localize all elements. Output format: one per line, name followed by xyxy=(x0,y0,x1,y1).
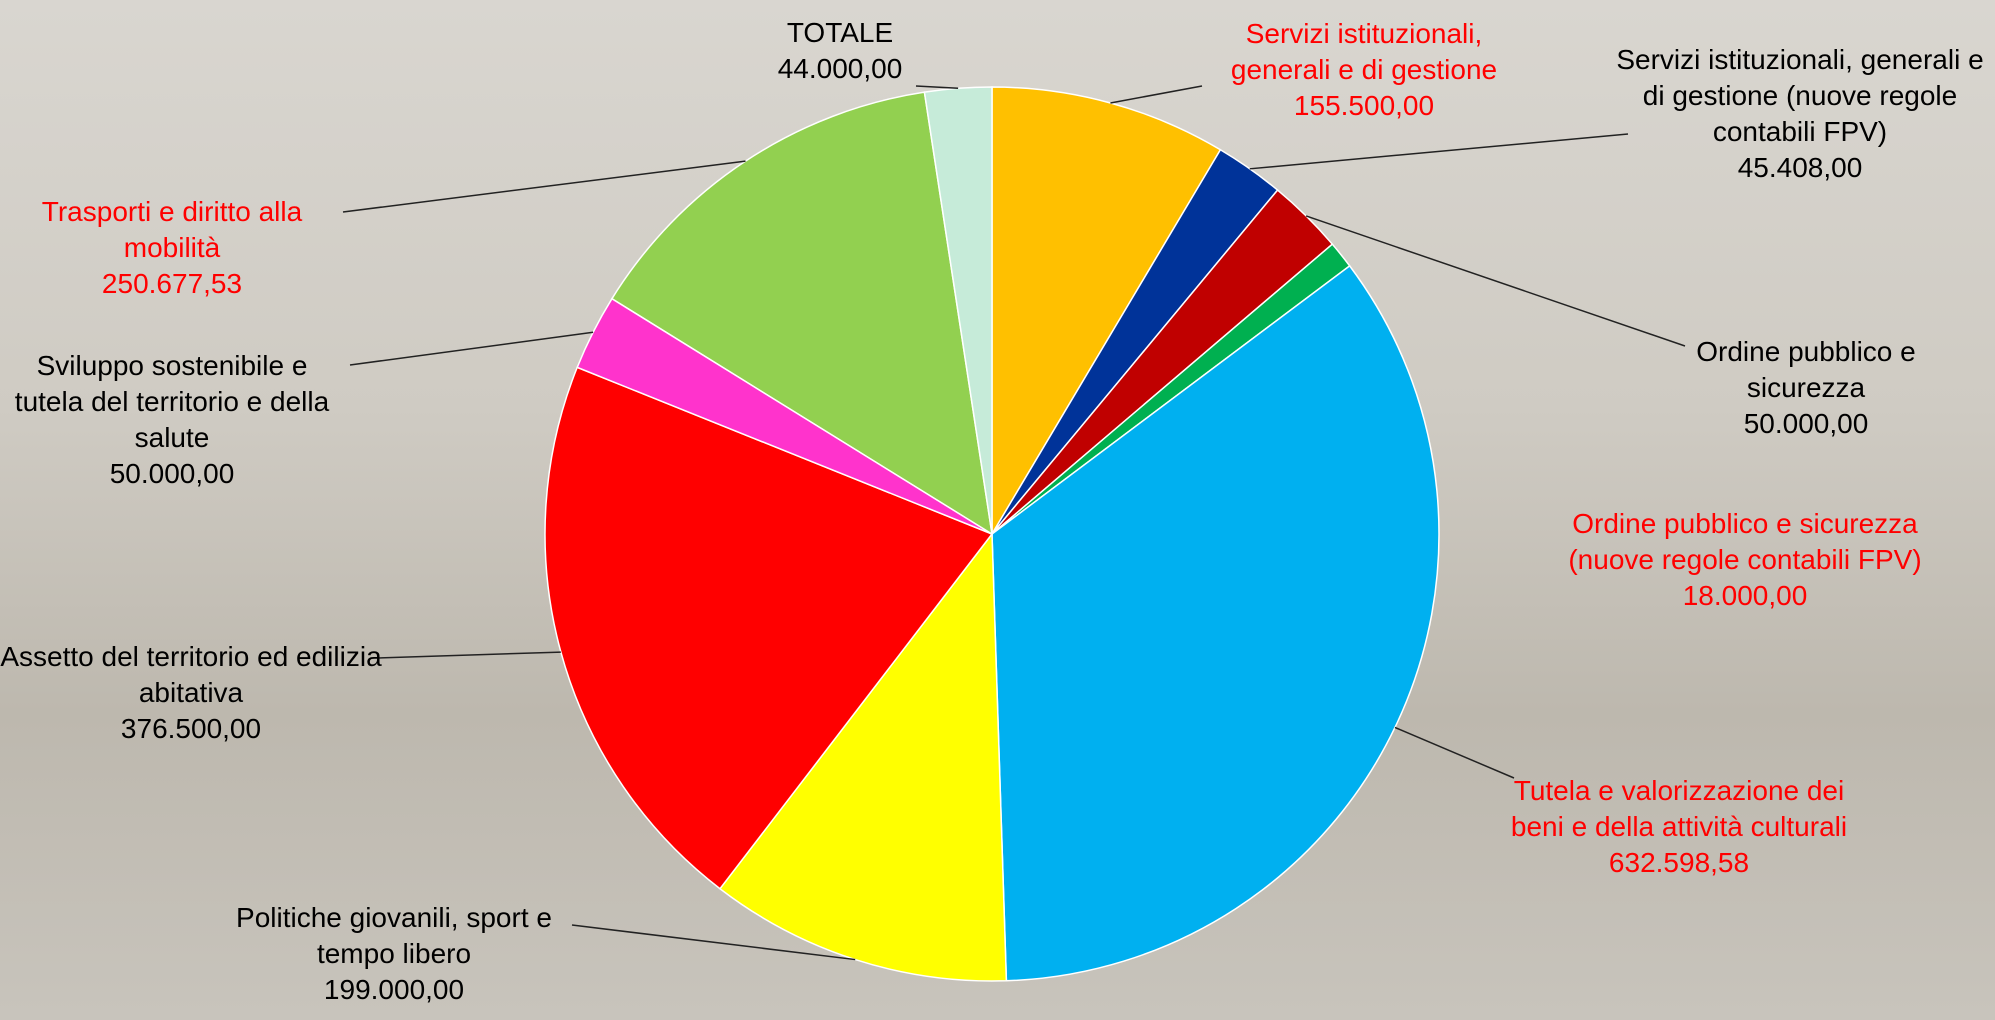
slice-value: 632.598,58 xyxy=(1608,847,1750,878)
slice-label: Politiche giovanili, sport e tempo liber… xyxy=(199,900,589,1008)
slice-value: 18.000,00 xyxy=(1682,580,1808,611)
slice-label: Sviluppo sostenibile e tutela del territ… xyxy=(2,348,342,492)
slice-label: Ordine pubblico e sicurezza (nuove regol… xyxy=(1550,506,1940,614)
slice-value: 44.000,00 xyxy=(777,53,903,84)
slice-value: 250.677,53 xyxy=(101,268,243,299)
leader-line xyxy=(915,85,959,90)
leader-line xyxy=(1305,215,1686,347)
slice-label: Servizi istituzionali, generali e di ges… xyxy=(1615,42,1985,186)
slice-name: Tutela e valorizzazione dei beni e della… xyxy=(1510,775,1848,842)
leader-line xyxy=(377,651,561,659)
slice-name: Servizi istituzionali, generali e di ges… xyxy=(1230,18,1498,85)
slice-value: 199.000,00 xyxy=(323,974,465,1005)
leader-line xyxy=(571,924,856,961)
slice-value: 50.000,00 xyxy=(1743,408,1869,439)
slice-label: Ordine pubblico e sicurezza 50.000,00 xyxy=(1671,334,1941,442)
leader-line xyxy=(1394,726,1515,779)
leader-line xyxy=(349,331,594,366)
leader-line xyxy=(1110,85,1203,104)
slice-name: Servizi istituzionali, generali e di ges… xyxy=(1616,44,1984,147)
slice-label: Assetto del territorio ed edilizia abita… xyxy=(0,639,386,747)
slice-value: 155.500,00 xyxy=(1293,90,1435,121)
slice-label: TOTALE 44.000,00 xyxy=(740,15,940,87)
slice-name: Politiche giovanili, sport e tempo liber… xyxy=(236,902,552,969)
slice-value: 376.500,00 xyxy=(120,713,262,744)
slice-label: Trasporti e diritto alla mobilità 250.677… xyxy=(2,194,342,302)
slice-name: Ordine pubblico e sicurezza (nuove regol… xyxy=(1568,508,1922,575)
pie-slice xyxy=(991,264,1440,982)
slice-label: Tutela e valorizzazione dei beni e della… xyxy=(1484,773,1874,881)
slice-label: Servizi istituzionali, generali e di ges… xyxy=(1194,16,1534,124)
leader-line xyxy=(342,160,746,213)
slice-name: Trasporti e diritto alla mobilità xyxy=(41,196,303,263)
leader-line xyxy=(1249,133,1629,170)
slice-name: Sviluppo sostenibile e tutela del territ… xyxy=(14,350,330,453)
pie-slice xyxy=(544,366,994,890)
slice-name: TOTALE xyxy=(786,17,894,48)
slice-name: Ordine pubblico e sicurezza xyxy=(1696,336,1916,403)
slice-value: 45.408,00 xyxy=(1737,152,1863,183)
slice-name: Assetto del territorio ed edilizia abita… xyxy=(0,641,382,708)
pie-slice xyxy=(991,86,1222,537)
slice-value: 50.000,00 xyxy=(109,458,235,489)
